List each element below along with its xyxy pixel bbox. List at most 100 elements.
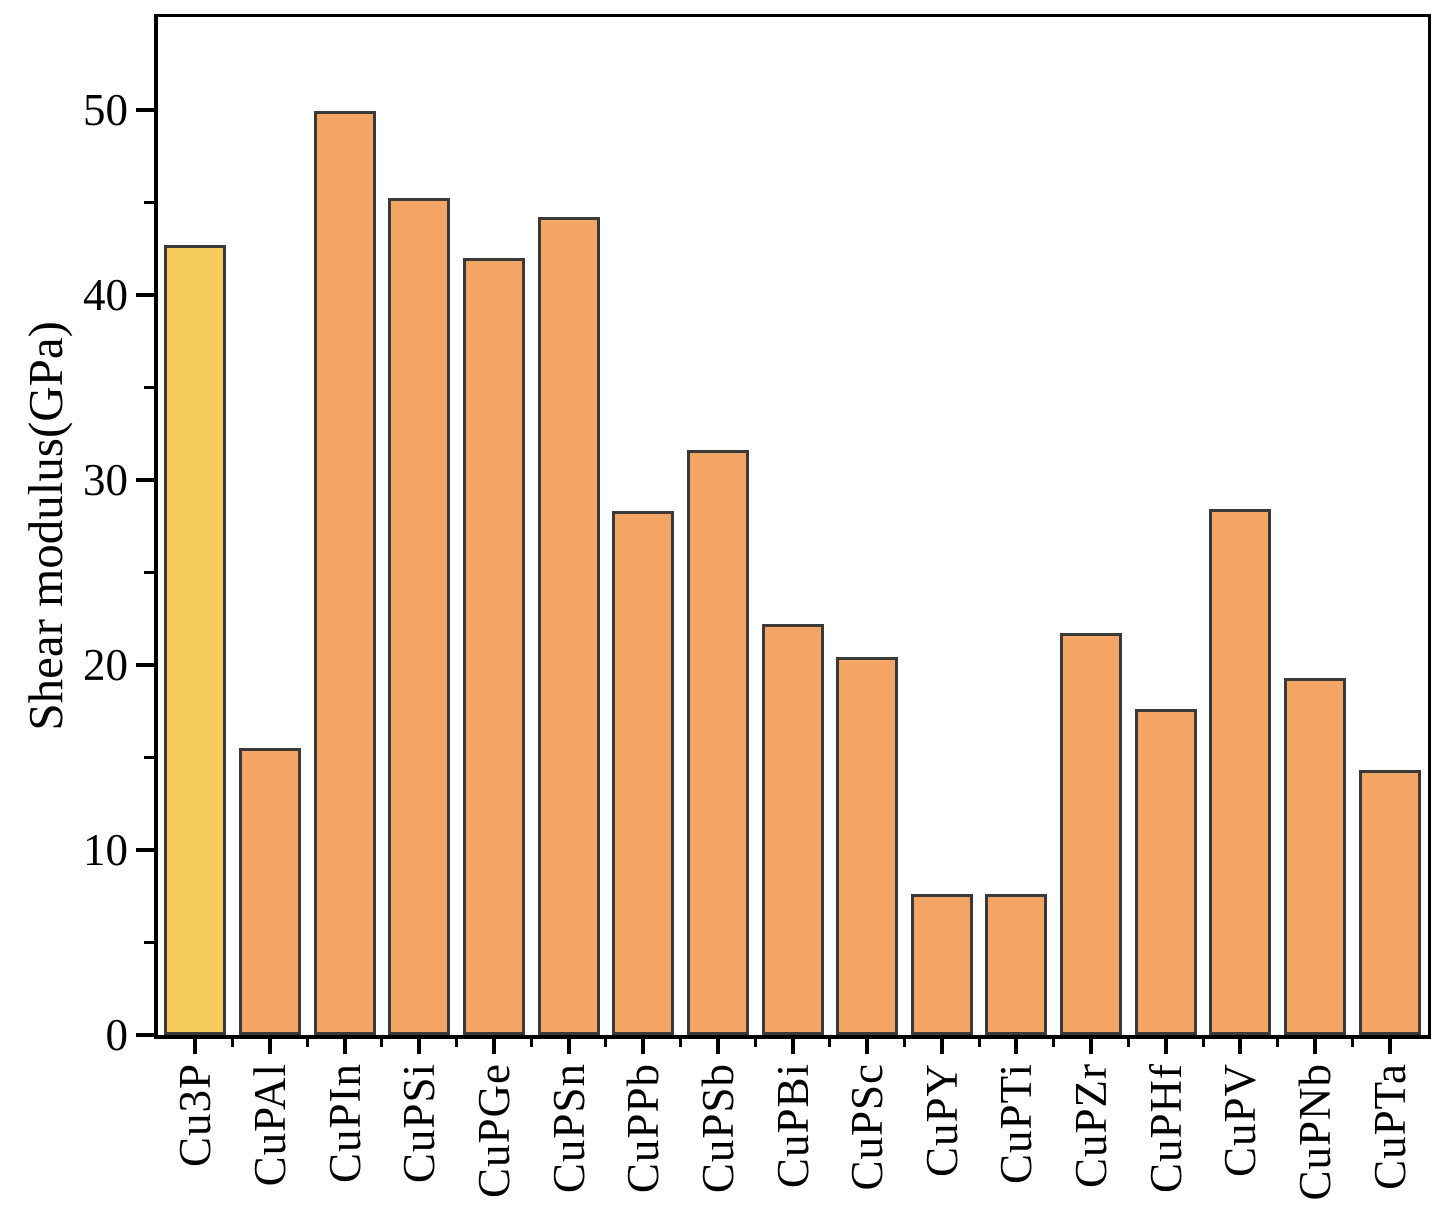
x-category-label-text: CuPGe (468, 1063, 519, 1199)
y-major-tick (136, 292, 154, 297)
y-tick-label: 20 (83, 639, 128, 690)
x-minor-tick (1350, 1039, 1354, 1047)
x-major-tick (193, 1039, 198, 1054)
y-minor-tick (144, 755, 154, 759)
x-category-label: CuPPb (613, 1063, 673, 1222)
y-minor-tick (144, 200, 154, 204)
x-category-label-text: Cu3P (170, 1063, 221, 1168)
x-major-tick (939, 1039, 944, 1054)
bar-CuPBi (761, 624, 824, 1035)
y-tick-label: 50 (83, 84, 128, 135)
x-minor-tick (305, 1039, 309, 1047)
x-category-label: CuPSb (688, 1063, 748, 1222)
x-minor-tick (753, 1039, 757, 1047)
bar-CuPSi (388, 198, 451, 1035)
y-axis-title: Shear modulus(GPa) (12, 17, 78, 1035)
y-major-tick (136, 107, 154, 112)
x-minor-tick (679, 1039, 683, 1047)
x-minor-tick (1276, 1039, 1280, 1047)
x-category-label: Cu3P (165, 1063, 225, 1222)
x-category-label-text: CuPSn (543, 1063, 594, 1194)
y-minor-tick (144, 570, 154, 574)
x-category-label-text: CuPY (916, 1063, 967, 1178)
y-tick-label: 0 (105, 1010, 129, 1060)
bar-CuPGe (462, 257, 525, 1035)
bar-CuPNb (1284, 677, 1347, 1035)
x-major-tick (1163, 1039, 1168, 1054)
bar-CuPIn (313, 111, 376, 1035)
x-major-tick (566, 1039, 571, 1054)
y-major-tick (136, 1033, 154, 1037)
x-category-label: CuPZr (1061, 1063, 1121, 1222)
x-major-tick (1238, 1039, 1243, 1054)
x-major-tick (342, 1039, 347, 1054)
x-category-label-text: CuPV (1215, 1063, 1266, 1178)
bar-CuPTi (985, 894, 1048, 1035)
bar-CuPV (1209, 509, 1272, 1035)
bar-Cu3P (164, 244, 227, 1035)
x-category-label-text: CuPSc (842, 1063, 893, 1191)
bar-CuPSb (686, 450, 749, 1035)
x-minor-tick (977, 1039, 981, 1047)
x-category-label-text: CuPAl (244, 1063, 295, 1187)
x-major-tick (1089, 1039, 1094, 1054)
x-category-label: CuPTa (1360, 1063, 1420, 1222)
x-category-label: CuPSi (389, 1063, 449, 1222)
x-category-label-text: CuPTa (1364, 1063, 1415, 1190)
bar-CuPSc (836, 657, 899, 1035)
x-category-label-text: CuPPb (618, 1063, 669, 1194)
x-major-tick (417, 1039, 422, 1054)
x-category-label-text: CuPSb (692, 1063, 743, 1194)
x-major-tick (641, 1039, 646, 1054)
x-category-label: CuPV (1210, 1063, 1270, 1222)
x-major-tick (1014, 1039, 1019, 1054)
x-category-label-text: CuPSi (394, 1063, 445, 1184)
x-major-tick (865, 1039, 870, 1054)
y-tick-label: 40 (83, 269, 128, 320)
y-minor-tick (144, 940, 154, 944)
y-major-tick (136, 847, 154, 852)
y-tick-label: 10 (83, 824, 128, 875)
x-major-tick (1313, 1039, 1318, 1054)
x-category-label-text: CuPNb (1290, 1063, 1341, 1201)
x-category-label: CuPIn (315, 1063, 375, 1222)
bar-CuPZr (1060, 633, 1123, 1035)
bar-CuPPb (612, 511, 675, 1035)
x-minor-tick (529, 1039, 533, 1047)
x-category-label-text: CuPZr (1066, 1063, 1117, 1189)
x-category-label-text: CuPTi (991, 1063, 1042, 1184)
x-category-label: CuPTi (986, 1063, 1046, 1222)
x-category-label: CuPY (912, 1063, 972, 1222)
x-minor-tick (828, 1039, 832, 1047)
x-category-label: CuPAl (240, 1063, 300, 1222)
plot-frame (154, 14, 1431, 1039)
x-major-tick (267, 1039, 272, 1054)
bar-CuPY (910, 894, 973, 1035)
x-minor-tick (902, 1039, 906, 1047)
x-major-tick (1387, 1039, 1392, 1054)
x-category-label: CuPBi (763, 1063, 823, 1222)
x-category-label: CuPHf (1136, 1063, 1196, 1222)
bar-CuPTa (1358, 770, 1421, 1035)
x-minor-tick (455, 1039, 459, 1047)
x-minor-tick (1052, 1039, 1056, 1047)
bar-CuPSn (537, 216, 600, 1035)
bar-CuPAl (238, 748, 301, 1035)
y-major-tick (136, 477, 154, 482)
x-minor-tick (1126, 1039, 1130, 1047)
x-category-label-text: CuPHf (1140, 1063, 1191, 1194)
x-major-tick (491, 1039, 496, 1054)
x-major-tick (790, 1039, 795, 1054)
x-category-label-text: CuPIn (319, 1063, 370, 1184)
x-major-tick (715, 1039, 720, 1054)
y-tick-label: 30 (83, 454, 128, 505)
x-minor-tick (1201, 1039, 1205, 1047)
y-major-tick (136, 662, 154, 667)
x-category-label: CuPSc (837, 1063, 897, 1222)
x-category-label-text: CuPBi (767, 1063, 818, 1189)
y-minor-tick (144, 385, 154, 389)
x-category-label: CuPSn (539, 1063, 599, 1222)
bar-CuPHf (1134, 709, 1197, 1035)
x-category-label: CuPNb (1285, 1063, 1345, 1222)
